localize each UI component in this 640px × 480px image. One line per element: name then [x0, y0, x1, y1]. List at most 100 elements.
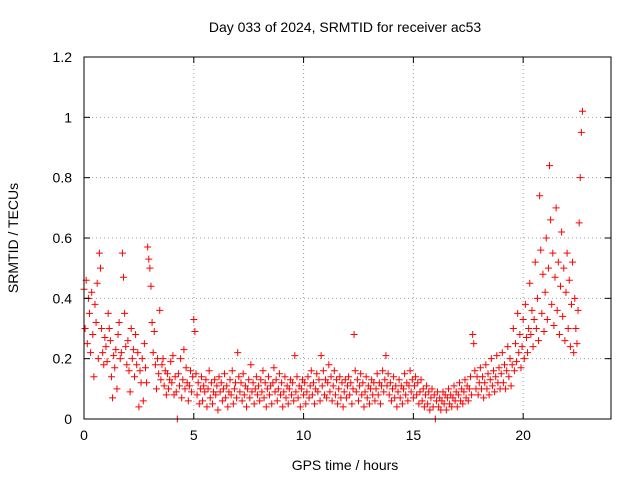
data-point: [141, 364, 149, 372]
data-point: [236, 388, 244, 396]
data-point: [515, 349, 523, 357]
data-point: [223, 382, 231, 390]
data-point: [417, 376, 425, 384]
data-point: [140, 340, 148, 348]
data-point: [474, 391, 482, 399]
data-point: [98, 325, 106, 332]
data-point: [257, 376, 265, 384]
data-point: [264, 373, 272, 381]
data-point: [413, 391, 421, 399]
data-point: [340, 388, 348, 396]
data-point: [148, 318, 156, 326]
y-tick-label: 0.8: [53, 170, 73, 186]
data-point: [479, 373, 487, 381]
data-point: [181, 385, 189, 393]
data-point: [524, 349, 532, 357]
data-point: [242, 403, 250, 411]
data-point: [348, 400, 356, 408]
data-point: [495, 364, 503, 372]
data-point: [109, 394, 117, 402]
data-point: [213, 382, 221, 390]
data-point: [134, 349, 142, 357]
data-point: [384, 370, 392, 378]
data-point: [122, 343, 130, 351]
data-point: [255, 382, 263, 390]
data-point: [131, 373, 139, 381]
data-point: [328, 397, 336, 405]
data-point: [426, 406, 434, 414]
data-point: [373, 370, 381, 378]
data-point: [330, 367, 338, 375]
data-point: [513, 358, 521, 366]
data-point: [277, 391, 285, 399]
data-point: [293, 373, 301, 381]
data-point: [272, 376, 280, 384]
data-point: [172, 388, 180, 396]
data-point: [406, 367, 414, 375]
data-point: [560, 264, 568, 272]
data-point: [352, 388, 360, 396]
data-point: [89, 331, 97, 339]
data-point: [110, 352, 118, 360]
data-point: [550, 321, 558, 329]
data-point: [216, 388, 224, 396]
x-tick-label: 5: [190, 427, 198, 443]
data-point: [211, 376, 219, 384]
data-point: [555, 331, 563, 339]
data-point: [116, 355, 124, 363]
data-point: [307, 367, 315, 375]
data-point: [193, 391, 201, 399]
data-point: [169, 352, 177, 360]
data-point: [261, 379, 269, 387]
y-tick-label: 0.4: [53, 290, 73, 306]
data-point: [416, 388, 424, 396]
data-point: [304, 373, 312, 381]
data-point: [139, 397, 147, 405]
data-point: [288, 391, 296, 399]
data-point: [553, 306, 561, 314]
data-point: [324, 379, 332, 387]
data-point: [450, 382, 458, 390]
data-point: [398, 400, 406, 408]
data-point: [354, 397, 362, 405]
data-point: [535, 337, 543, 345]
data-point: [325, 361, 333, 369]
data-point: [333, 376, 341, 384]
data-point: [520, 355, 528, 363]
data-point: [230, 385, 238, 393]
data-point: [349, 385, 357, 393]
data-point: [393, 403, 401, 411]
data-point: [123, 361, 131, 369]
data-point: [445, 385, 453, 393]
data-point: [539, 270, 547, 278]
data-point: [360, 403, 368, 411]
data-point: [259, 367, 267, 375]
data-point: [100, 361, 108, 369]
data-point: [176, 382, 184, 390]
data-point: [244, 385, 252, 393]
data-point: [87, 349, 95, 357]
data-point: [521, 300, 529, 308]
data-point: [105, 325, 113, 332]
data-point: [262, 403, 270, 411]
y-tick-label: 0.6: [53, 230, 73, 246]
data-point: [501, 361, 509, 369]
data-point: [486, 376, 494, 384]
data-point: [423, 382, 431, 390]
data-point: [359, 379, 367, 387]
data-point: [271, 388, 279, 396]
data-point: [563, 249, 571, 257]
data-point: [274, 385, 282, 393]
data-point: [302, 400, 310, 408]
data-point: [147, 282, 155, 290]
data-point: [564, 325, 572, 332]
x-axis-label: GPS time / hours: [292, 457, 399, 473]
data-point: [206, 394, 214, 402]
data-point: [202, 376, 210, 384]
data-point: [338, 379, 346, 387]
data-point: [497, 370, 505, 378]
data-point: [390, 373, 398, 381]
data-point: [546, 162, 554, 170]
